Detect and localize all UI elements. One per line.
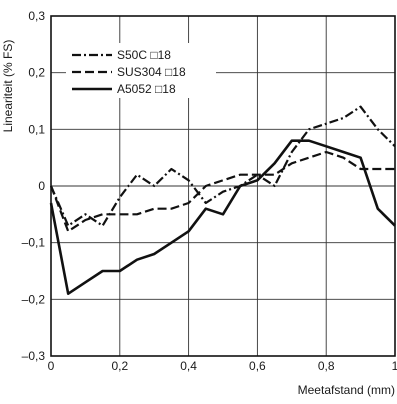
- y-tick-label: 0,3: [28, 9, 45, 23]
- x-tick-labels: 0 0,2 0,4 0,6 0,8 1: [48, 359, 397, 373]
- series-line-3: [49, 139, 396, 296]
- x-tick-label: 0,4: [180, 359, 197, 373]
- y-tick-label: –0,1: [22, 236, 46, 250]
- y-tick-label: 0: [38, 179, 45, 193]
- x-tick-label: 0,2: [111, 359, 128, 373]
- series-line-2: [49, 150, 395, 233]
- x-axis-label: Meetafstand (mm): [298, 383, 395, 397]
- x-tick-label: 0,6: [249, 359, 266, 373]
- legend-label: S50C □18: [117, 48, 171, 62]
- legend: S50C □18 SUS304 □18 A5052 □18: [72, 48, 186, 96]
- y-tick-labels: –0,3 –0,2 –0,1 0 0,1 0,2 0,3: [22, 9, 46, 363]
- series-layer: [49, 105, 396, 296]
- y-axis-label: Lineariteit (% FS): [1, 40, 15, 133]
- series-line-1: [49, 105, 396, 227]
- y-tick-label: 0,1: [28, 122, 45, 136]
- x-tick-label: 0: [48, 359, 55, 373]
- legend-label: SUS304 □18: [117, 65, 186, 79]
- y-tick-label: –0,3: [22, 349, 46, 363]
- y-tick-label: –0,2: [22, 292, 46, 306]
- y-tick-label: 0,2: [28, 66, 45, 80]
- x-tick-label: 1: [392, 359, 397, 373]
- x-tick-label: 0,8: [318, 359, 335, 373]
- legend-label: A5052 □18: [117, 82, 176, 96]
